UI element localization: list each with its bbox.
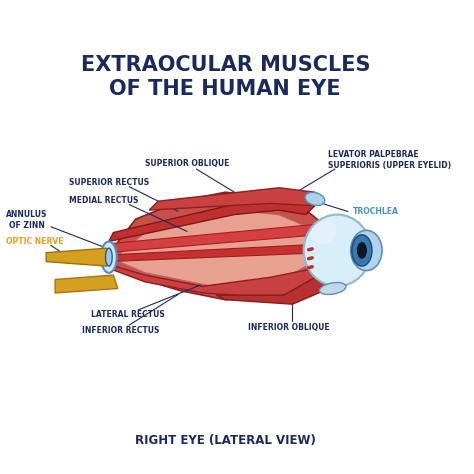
Text: SUPERIOR OBLIQUE: SUPERIOR OBLIQUE xyxy=(145,159,229,168)
Polygon shape xyxy=(107,224,324,253)
Ellipse shape xyxy=(319,283,346,294)
Ellipse shape xyxy=(351,230,382,271)
Text: SUPERIOR RECTUS: SUPERIOR RECTUS xyxy=(69,178,149,187)
Ellipse shape xyxy=(106,248,112,266)
Polygon shape xyxy=(46,248,107,266)
Text: LEVATOR PALPEBRAE
SUPERIORIS (UPPER EYELID): LEVATOR PALPEBRAE SUPERIORIS (UPPER EYEL… xyxy=(328,150,451,170)
FancyArrowPatch shape xyxy=(309,258,312,259)
Text: OF THE HUMAN EYE: OF THE HUMAN EYE xyxy=(109,79,341,99)
Polygon shape xyxy=(109,197,315,241)
Text: OPTIC NERVE: OPTIC NERVE xyxy=(6,237,64,246)
Polygon shape xyxy=(216,275,328,304)
Ellipse shape xyxy=(311,221,337,244)
Polygon shape xyxy=(107,244,328,262)
FancyArrowPatch shape xyxy=(309,267,312,268)
Ellipse shape xyxy=(101,241,117,273)
Text: INFERIOR RECTUS: INFERIOR RECTUS xyxy=(82,326,159,335)
Text: INFERIOR OBLIQUE: INFERIOR OBLIQUE xyxy=(248,323,329,332)
Ellipse shape xyxy=(357,243,366,258)
Text: RIGHT EYE (LATERAL VIEW): RIGHT EYE (LATERAL VIEW) xyxy=(135,434,316,447)
FancyArrowPatch shape xyxy=(309,249,312,250)
Ellipse shape xyxy=(305,192,325,206)
Polygon shape xyxy=(149,188,324,210)
Ellipse shape xyxy=(352,235,372,266)
Text: ANNULUS
OF ZINN: ANNULUS OF ZINN xyxy=(6,210,47,230)
Text: LATERAL RECTUS: LATERAL RECTUS xyxy=(91,310,164,319)
Polygon shape xyxy=(55,275,118,293)
Polygon shape xyxy=(113,210,324,291)
Polygon shape xyxy=(104,192,337,300)
Text: TROCHLEA: TROCHLEA xyxy=(353,207,399,216)
Polygon shape xyxy=(107,264,324,298)
Ellipse shape xyxy=(304,215,371,286)
Text: EXTRAOCULAR MUSCLES: EXTRAOCULAR MUSCLES xyxy=(81,55,370,74)
Text: MEDIAL RECTUS: MEDIAL RECTUS xyxy=(69,196,138,205)
